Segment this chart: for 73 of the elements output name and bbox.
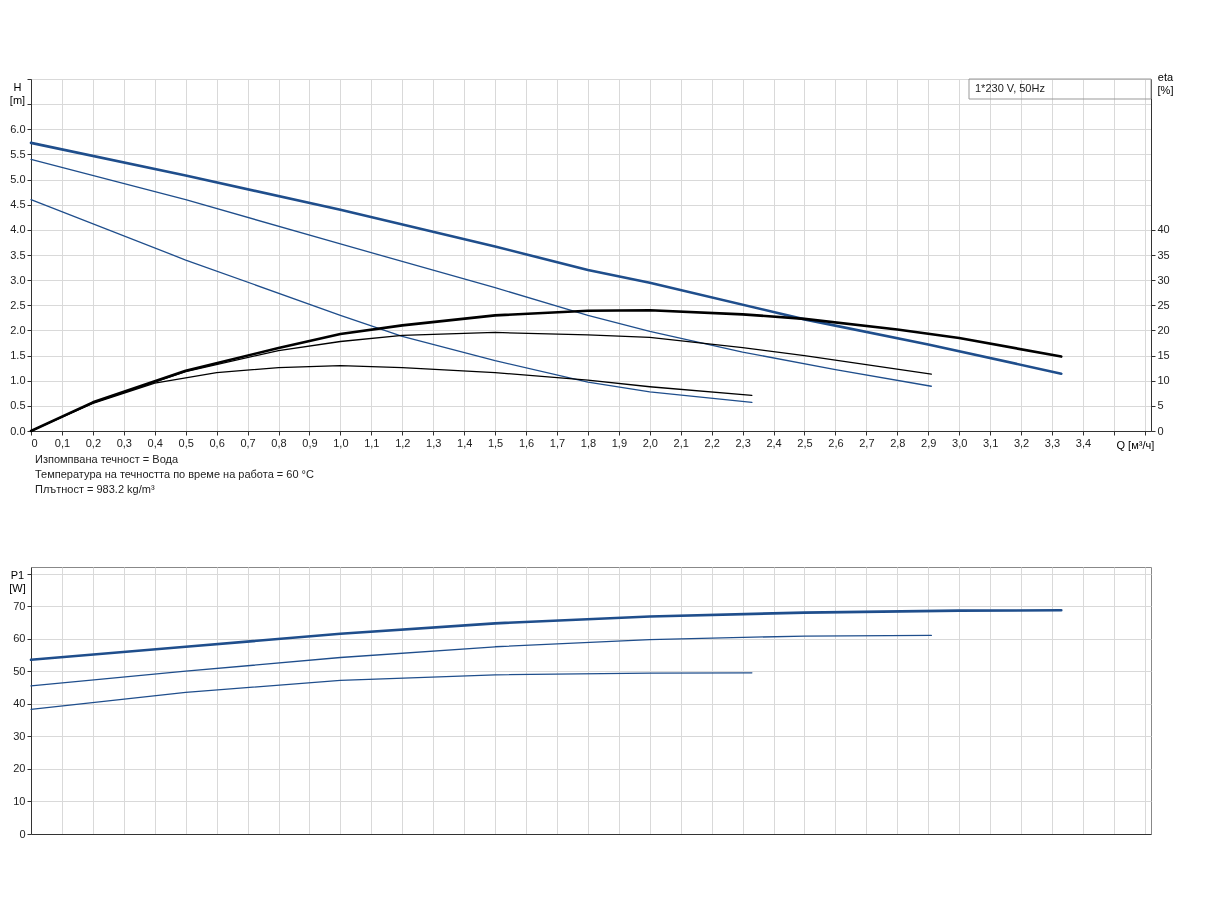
y2-tick-label: 10	[1157, 374, 1170, 387]
x-tick-label: 0,1	[54, 436, 71, 449]
y-tick-label: 60	[13, 632, 26, 645]
y-tick-label: 2.5	[10, 298, 26, 311]
x-tick-label: 1,7	[549, 436, 566, 449]
y-tick-label: 1.5	[10, 349, 26, 362]
y2-tick-label: 40	[1157, 223, 1170, 236]
y-tick-label: 30	[13, 729, 26, 742]
y2-tick-label: 30	[1157, 273, 1170, 286]
y2-tick-label: 25	[1157, 298, 1170, 311]
y-tick-label: 0.5	[10, 399, 26, 412]
x-tick-label: 2,2	[704, 436, 720, 449]
text: Изпомпвана течност = Вода	[35, 453, 179, 465]
y-tick-label: 0	[19, 827, 26, 840]
y2-tick-label: 20	[1157, 323, 1170, 336]
y-tick-label: 1.0	[10, 374, 26, 387]
x-tick-label: 2,4	[766, 436, 782, 449]
y-tick-label: 20	[13, 762, 26, 775]
x-tick-label: 2,5	[797, 436, 813, 449]
x-tick-label: 0,8	[271, 436, 287, 449]
x-tick-label: 0,2	[85, 436, 102, 449]
text: Плътност = 983.2 kg/m³	[35, 483, 155, 495]
x-tick-label: 3,4	[1075, 436, 1092, 449]
x-tick-label: 1,1	[364, 436, 380, 449]
y-axis-title: P1 [W]	[9, 568, 26, 594]
y-axis-title: H [m]	[9, 80, 26, 106]
y-tick-label: 4.0	[10, 223, 26, 236]
y2-tick-label: 35	[1157, 248, 1170, 261]
chart-title: 1*230 V, 50Hz	[975, 82, 1045, 94]
text: Температура на течността по време на работа = 60 °C	[35, 468, 315, 480]
x-tick-label: 1,6	[518, 436, 535, 449]
x-tick-label: 1,4	[457, 436, 473, 449]
x-tick-label: 3,3	[1044, 436, 1061, 449]
x-tick-label: 2,8	[890, 436, 906, 449]
x-tick-label: 1,9	[611, 436, 627, 449]
x-tick-label: 2,3	[735, 436, 751, 449]
x-tick-label: 1,2	[395, 436, 411, 449]
x-tick-label: 0,4	[147, 436, 163, 449]
y-tick-label: 3.0	[10, 273, 26, 286]
y2-tick-label: 15	[1157, 349, 1170, 362]
x-tick-label: 3,1	[982, 436, 999, 449]
x-tick-label: 0,3	[116, 436, 132, 449]
y-tick-label: 0.0	[10, 424, 26, 437]
y-tick-label: 5.5	[10, 147, 26, 160]
y-tick-label: 10	[13, 794, 26, 807]
x-tick-label: 2,7	[859, 436, 875, 449]
y-tick-label: 6.0	[10, 122, 26, 135]
x-tick-label: 0,9	[302, 436, 318, 449]
y-tick-label: 2.0	[10, 323, 26, 336]
x-tick-label: 1,3	[426, 436, 442, 449]
y-tick-label: 3.5	[10, 248, 26, 261]
x-tick-label: 2,1	[673, 436, 689, 449]
y-tick-label: 70	[13, 599, 26, 612]
x-tick-label: 3,0	[952, 436, 968, 449]
x-tick-label: 0,7	[240, 436, 256, 449]
y-tick-label: 4.5	[10, 198, 26, 211]
x-tick-label: 1,8	[580, 436, 597, 449]
x-tick-label: 1,5	[487, 436, 504, 449]
x-tick-label: 0,5	[178, 436, 194, 449]
y2-tick-label: 5	[1157, 399, 1164, 412]
y-tick-label: 40	[13, 697, 26, 710]
x-axis-title: Q [м³/ч]	[1116, 438, 1155, 451]
y2-tick-label: 0	[1157, 424, 1164, 437]
x-tick-label: 1,0	[333, 436, 349, 449]
y2-axis-title: eta [%]	[1157, 70, 1175, 96]
x-tick-label: 0,6	[209, 436, 225, 449]
x-tick-label: 2,6	[828, 436, 844, 449]
y-tick-label: 5.0	[10, 173, 26, 186]
y-tick-label: 50	[13, 664, 26, 677]
x-tick-label: 3,2	[1013, 436, 1030, 449]
x-tick-label: 0	[31, 436, 38, 449]
x-tick-label: 2,9	[921, 436, 937, 449]
x-tick-label: 2,0	[642, 436, 658, 449]
